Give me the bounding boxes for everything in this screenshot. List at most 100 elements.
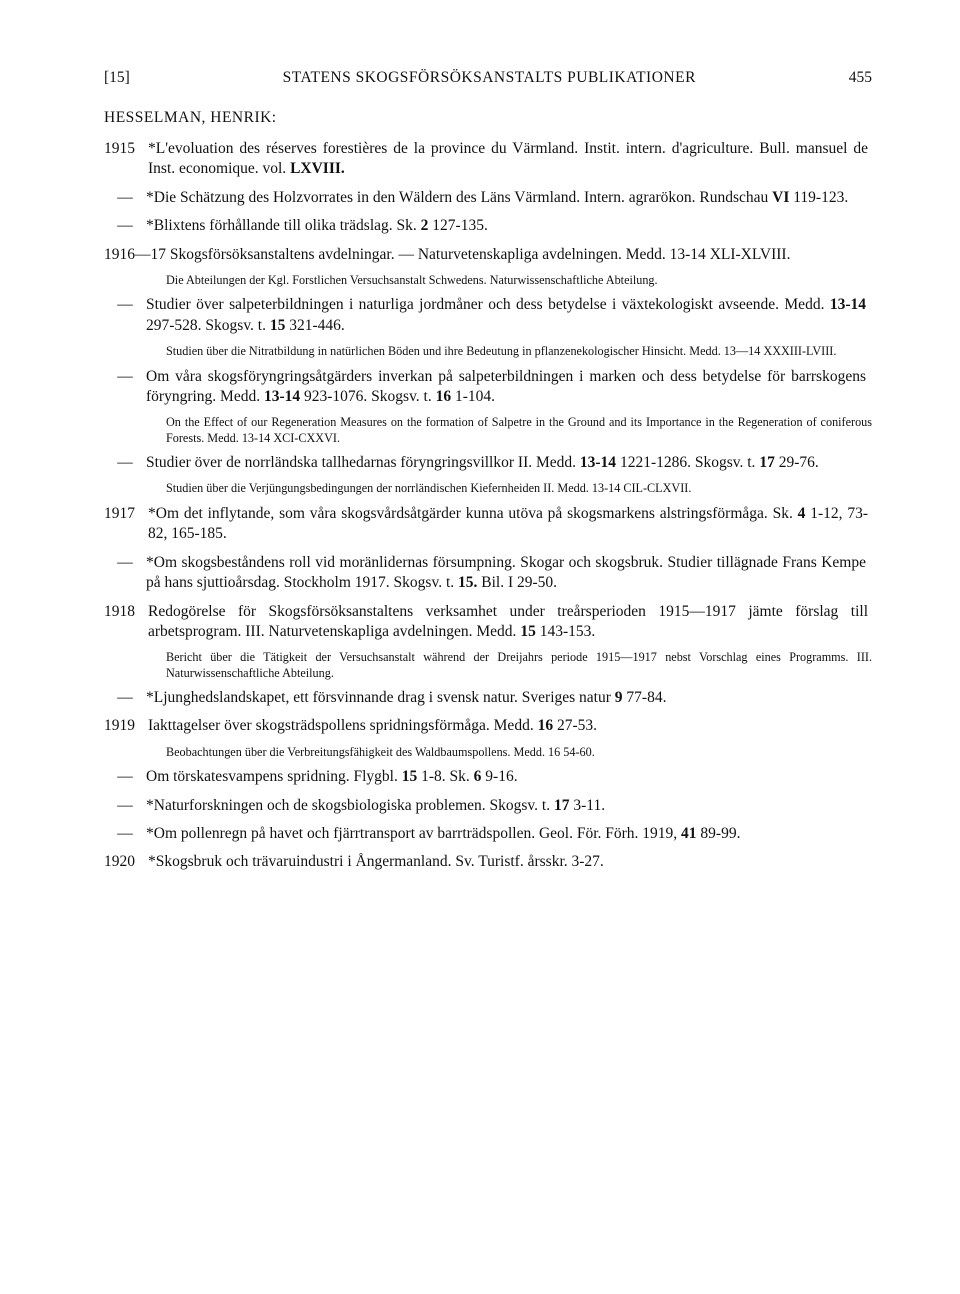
entry-text: Skogsförsöksanstaltens avdelningar. — Na… (166, 246, 790, 263)
entry-year: 1915 (104, 139, 148, 159)
entry-bold: 16 (436, 388, 452, 405)
entry-bold: 13-14 (830, 296, 866, 313)
entry-text: Redogörelse för Skogsförsöksanstaltens v… (148, 602, 868, 643)
bibliography-entry: 1920*Skogsbruk och trävaruindustri i Ång… (104, 852, 872, 872)
entry-text-main: Studier över salpeterbildningen i naturl… (146, 296, 830, 313)
bibliography-entry: 1916—17 Skogsförsöksanstaltens avdelning… (104, 245, 872, 265)
entry-text: Studier över salpeterbildningen i naturl… (146, 295, 866, 336)
entry-text: Studier över de norrländska tallhedarnas… (146, 453, 866, 473)
entry-text-main: *Ljunghedslandskapet, ett försvinnande d… (146, 689, 615, 706)
entry-dash: — (104, 295, 146, 315)
entry-note: Beobachtungen über die Verbreitungsfähig… (104, 745, 872, 760)
entry-dash: — (104, 367, 146, 387)
entry-tail: 3-11. (569, 797, 605, 814)
entry-bold: 17 (759, 454, 775, 471)
entry-tail: Bil. I 29-50. (477, 574, 557, 591)
entry-tail: 923-1076. Skogsv. t. (300, 388, 436, 405)
entry-text-main: Skogsförsöksanstaltens avdelningar. — Na… (166, 246, 710, 263)
entry-tail: 1-8. Sk. (417, 768, 473, 785)
entry-note: Studien über die Verjüngungsbedingungen … (104, 481, 872, 496)
entry-tail: 29-76. (775, 454, 819, 471)
entry-text-main: *Naturforskningen och de skogsbiologiska… (146, 797, 554, 814)
entry-tail: 27-53. (553, 717, 597, 734)
entry-text: *Blixtens förhållande till olika trädsla… (146, 216, 866, 236)
entry-year: 1920 (104, 852, 148, 872)
entry-note: Bericht über die Tätigkeit der Versuchsa… (104, 650, 872, 681)
entry-text: Om törskatesvampens spridning. Flygbl. 1… (146, 767, 866, 787)
entry-tail: 297-528. Skogsv. t. (146, 317, 270, 334)
entry-note: Studien über die Nitratbildung in natürl… (104, 344, 872, 359)
bibliography-entry: —Studier över de norrländska tallhedarna… (104, 453, 872, 473)
entry-text-main: Om våra skogsföryngringsåtgärders inverk… (146, 368, 866, 405)
entry-year: 1919 (104, 716, 148, 736)
entry-dash: — (104, 824, 146, 844)
entry-dash: — (104, 767, 146, 787)
entry-tail: 1-104. (451, 388, 495, 405)
entry-dash: — (104, 553, 146, 573)
entry-bold: 15 (402, 768, 418, 785)
entry-text-main: *Blixtens förhållande till olika trädsla… (146, 217, 421, 234)
bibliography-entry: —Studier över salpeterbildningen i natur… (104, 295, 872, 336)
bibliography-entry: —*Die Schätzung des Holzvorrates in den … (104, 188, 872, 208)
entry-text-main: *Om det inflytande, som våra skogsvårdså… (148, 505, 798, 522)
document-page: [15] STATENS SKOGSFÖRSÖKSANSTALTS PUBLIK… (0, 0, 960, 1294)
running-header: [15] STATENS SKOGSFÖRSÖKSANSTALTS PUBLIK… (104, 68, 872, 88)
entry-dash: — (104, 188, 146, 208)
entry-tail: 119-123. (789, 189, 848, 206)
entry-smallcaps: XLI-XLVIII. (710, 246, 791, 263)
entry-text: *Ljunghedslandskapet, ett försvinnande d… (146, 688, 866, 708)
bibliography-entry: 1915*L'evoluation des réserves forestièr… (104, 139, 872, 180)
entry-year: 1917 (104, 504, 148, 524)
entry-tail: 89-99. (697, 825, 741, 842)
entry-text: *L'evoluation des réserves forestières d… (148, 139, 868, 180)
entry-text: *Om det inflytande, som våra skogsvårdså… (148, 504, 868, 545)
entry-text: *Skogsbruk och trävaruindustri i Ångerma… (148, 852, 868, 872)
entry-text: *Naturforskningen och de skogsbiologiska… (146, 796, 866, 816)
entry-text: Om våra skogsföryngringsåtgärders inverk… (146, 367, 866, 408)
entry-text-main: *L'evoluation des réserves forestières d… (148, 140, 868, 177)
bibliography-entry: —Om törskatesvampens spridning. Flygbl. … (104, 767, 872, 787)
entry-dash: — (104, 688, 146, 708)
entry-dash: — (104, 216, 146, 236)
bibliography-entry: —*Om pollenregn på havet och fjärrtransp… (104, 824, 872, 844)
entry-tail: 143-153. (536, 623, 595, 640)
bibliography-entry: —*Ljunghedslandskapet, ett försvinnande … (104, 688, 872, 708)
entry-bold: 15 (270, 317, 286, 334)
entry-bold: 13-14 (264, 388, 300, 405)
bibliography-entry: —*Naturforskningen och de skogsbiologisk… (104, 796, 872, 816)
entry-tail: 77-84. (623, 689, 667, 706)
bibliography-entry: 1919Iakttagelser över skogsträdspollens … (104, 716, 872, 736)
entry-bold: 13-14 (580, 454, 616, 471)
entry-year: 1916—17 (104, 246, 166, 263)
entry-bold: 16 (538, 717, 554, 734)
entry-dash: — (104, 453, 146, 473)
bibliography-entry: —*Blixtens förhållande till olika trädsl… (104, 216, 872, 236)
entry-bold: 17 (554, 797, 570, 814)
header-left-bracket: [15] (104, 68, 130, 88)
entry-tail: 127-135. (428, 217, 487, 234)
entry-text-main: *Om pollenregn på havet och fjärrtranspo… (146, 825, 681, 842)
entry-bold: VI (772, 189, 789, 206)
header-page-number: 455 (849, 68, 872, 88)
entry-bold: 15 (520, 623, 536, 640)
entry-note: On the Effect of our Regeneration Measur… (104, 415, 872, 446)
entry-tail: 9-16. (481, 768, 517, 785)
entry-text-main: Redogörelse för Skogsförsöksanstaltens v… (148, 603, 868, 640)
entry-text-main: Om törskatesvampens spridning. Flygbl. (146, 768, 402, 785)
bibliography-entry: 1918Redogörelse för Skogsförsöksanstalte… (104, 602, 872, 643)
header-title: STATENS SKOGSFÖRSÖKSANSTALTS PUBLIKATION… (283, 68, 696, 88)
entry-text-main: Studier över de norrländska tallhedarnas… (146, 454, 580, 471)
entry-text-main: *Die Schätzung des Holzvorrates in den W… (146, 189, 772, 206)
bibliography-entry: 1917*Om det inflytande, som våra skogsvå… (104, 504, 872, 545)
entry-bold: 15. (458, 574, 477, 591)
entry-text: *Om pollenregn på havet och fjärrtranspo… (146, 824, 866, 844)
entry-dash: — (104, 796, 146, 816)
entry-text: Iakttagelser över skogsträdspollens spri… (148, 716, 868, 736)
bibliography-entry: —Om våra skogsföryngringsåtgärders inver… (104, 367, 872, 408)
entry-bold: 9 (615, 689, 623, 706)
entry-bold: LXVIII. (290, 160, 345, 177)
entry-tail: 1221-1286. Skogsv. t. (616, 454, 759, 471)
author-name: HESSELMAN, HENRIK: (104, 108, 872, 128)
entry-year: 1918 (104, 602, 148, 622)
entry-text: *Die Schätzung des Holzvorrates in den W… (146, 188, 866, 208)
